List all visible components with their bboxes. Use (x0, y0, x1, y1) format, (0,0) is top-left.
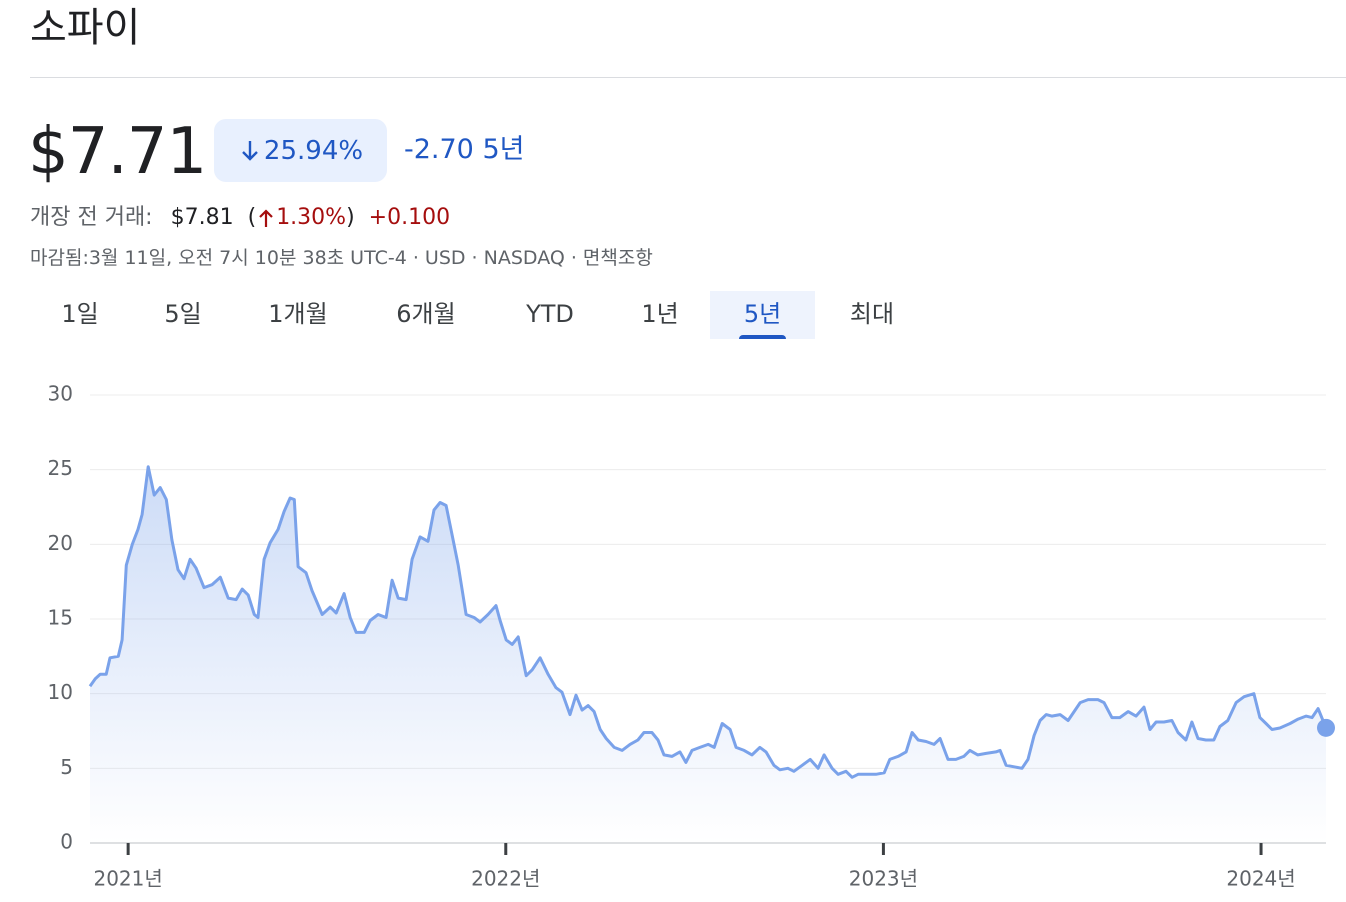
y-tick-label: 25 (48, 456, 73, 480)
range-tab[interactable]: YTD (526, 300, 574, 328)
premarket-change-percent: 1.30% (276, 205, 347, 230)
up-arrow-icon (259, 209, 273, 227)
divider (30, 77, 1346, 78)
area (90, 466, 1326, 843)
premarket-change: +0.100 (368, 205, 451, 230)
x-tick-label: 2022년 (471, 867, 540, 891)
stock-title: 소파이 (30, 5, 141, 51)
x-tick-label: 2023년 (849, 867, 918, 891)
change: -2.70 5년 (404, 132, 525, 168)
range-tab[interactable]: 1개월 (268, 300, 328, 328)
price-line (88, 465, 1328, 779)
range-tab[interactable]: 1일 (61, 300, 99, 328)
footnote: 마감됨:3월 11일, 오전 7시 10분 38초 UTC-4 · USD · … (30, 247, 653, 269)
range-tab[interactable]: 5년 (710, 291, 815, 339)
last-point (1317, 718, 1335, 737)
premarket-price: $7.81 (170, 205, 234, 230)
range-tab[interactable]: 최대 (849, 300, 895, 328)
down-arrow-icon (242, 140, 258, 161)
change-value: -2.70 (404, 134, 474, 165)
price: $7.71 (28, 115, 207, 189)
premarket-label: 개장 전 거래: (30, 205, 153, 230)
range-tab[interactable]: 6개월 (396, 300, 456, 328)
paren: ) (346, 205, 355, 230)
range-tab[interactable]: 1년 (641, 300, 679, 328)
y-tick-label: 0 (60, 830, 73, 854)
period: 5년 (482, 134, 525, 165)
x-tick-label: 2021년 (93, 867, 162, 891)
y-tick-label: 5 (60, 755, 73, 779)
change-percent: 25.94% (263, 135, 364, 166)
y-tick-label: 15 (48, 606, 73, 630)
y-tick-label: 20 (48, 531, 73, 555)
range-tab[interactable]: 5일 (164, 300, 202, 328)
y-tick-label: 30 (48, 382, 73, 406)
paren: ( (247, 205, 257, 230)
x-tick-label: 2024년 (1226, 867, 1295, 891)
change-badge: 25.94% (214, 119, 387, 182)
premarket: 개장 전 거래: $7.81 ( 1.30% ) +0.100 (30, 203, 450, 233)
y-tick-label: 10 (48, 680, 73, 704)
